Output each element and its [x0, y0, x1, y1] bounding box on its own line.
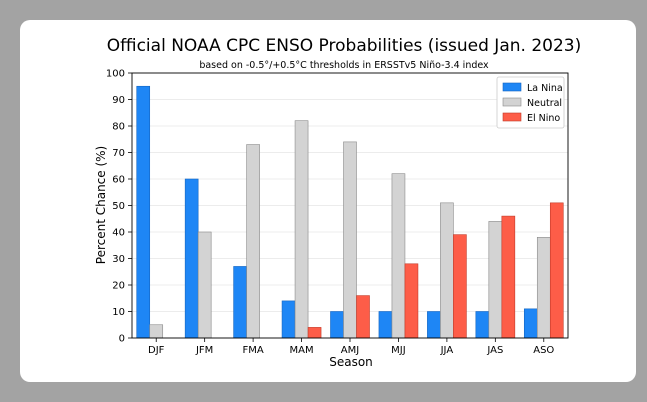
bar-la-nina-jas: [475, 311, 490, 339]
bar-neutral-djf: [149, 324, 164, 339]
y-tick-label: 40: [112, 228, 125, 239]
bar-neutral-jas: [488, 221, 503, 339]
x-tick-label: JJA: [440, 345, 454, 356]
bar-la-nina-amj: [330, 311, 344, 339]
legend-label-el-nino: El Nino: [527, 113, 560, 124]
bar-la-nina-fma: [233, 266, 247, 339]
bar-neutral-mam: [294, 120, 309, 339]
y-tick-label: 80: [112, 122, 125, 133]
bar-la-nina-jja: [427, 311, 441, 339]
y-tick-label: 50: [112, 201, 125, 212]
x-tick-label: MAM: [290, 345, 314, 356]
y-axis-label: Percent Chance (%): [94, 146, 108, 264]
bar-la-nina-jfm: [184, 178, 199, 339]
bar-neutral-fma: [246, 144, 260, 339]
bar-la-nina-mjj: [378, 311, 393, 339]
bar-el-nino-mam: [307, 327, 322, 339]
bar-el-nino-jas: [501, 215, 516, 339]
x-tick-label: JAS: [486, 345, 503, 356]
y-tick-label: 70: [112, 148, 125, 159]
bar-el-nino-jja: [453, 234, 467, 339]
legend-swatch-el-nino: [502, 112, 522, 122]
y-tick-label: 20: [112, 281, 125, 292]
bar-neutral-jfm: [197, 231, 212, 339]
legend-label-neutral: Neutral: [527, 98, 562, 109]
bar-el-nino-mjj: [404, 263, 419, 339]
y-tick-label: 100: [106, 69, 125, 80]
chart-subtitle: based on -0.5°/+0.5°C thresholds in ERSS…: [199, 60, 489, 71]
y-tick-label: 0: [119, 334, 125, 345]
x-tick-label: MJJ: [391, 345, 406, 356]
plot-frame: [131, 72, 569, 339]
x-tick-label: ASO: [533, 345, 554, 356]
legend: La Nina Neutral El Nino: [496, 76, 565, 129]
enso-probability-chart: Official NOAA CPC ENSO Probabilities (is…: [94, 36, 581, 369]
bar-la-nina-aso: [523, 308, 538, 339]
bar-el-nino-aso: [549, 202, 564, 339]
axes: 0 10 20 30 40 50 60 70 80 90 100 DJF JFM FMA MAM AMJ MJJ…: [106, 69, 569, 356]
bar-la-nina-djf: [136, 85, 151, 339]
y-tick-label: 10: [112, 307, 125, 318]
y-tick-label: 30: [112, 254, 125, 265]
bar-neutral-amj: [343, 141, 357, 339]
bar-la-nina-mam: [281, 300, 296, 339]
y-tick-label: 90: [112, 95, 125, 106]
chart-card: Official NOAA CPC ENSO Probabilities (is…: [20, 20, 636, 382]
x-tick-label: DJF: [148, 345, 165, 356]
chart-title: Official NOAA CPC ENSO Probabilities (is…: [107, 36, 581, 56]
legend-swatch-neutral: [502, 97, 522, 107]
legend-label-la-nina: La Nina: [527, 83, 563, 94]
bar-neutral-jja: [440, 202, 454, 339]
bar-el-nino-amj: [356, 295, 370, 339]
bar-neutral-aso: [536, 237, 551, 339]
x-tick-label: FMA: [242, 345, 263, 356]
x-axis-label: Season: [329, 355, 373, 369]
y-tick-label: 60: [112, 175, 125, 186]
x-tick-label: JFM: [195, 345, 213, 356]
x-tick-label: AMJ: [341, 345, 359, 356]
bar-neutral-mjj: [391, 173, 406, 339]
legend-swatch-la-nina: [502, 82, 522, 92]
